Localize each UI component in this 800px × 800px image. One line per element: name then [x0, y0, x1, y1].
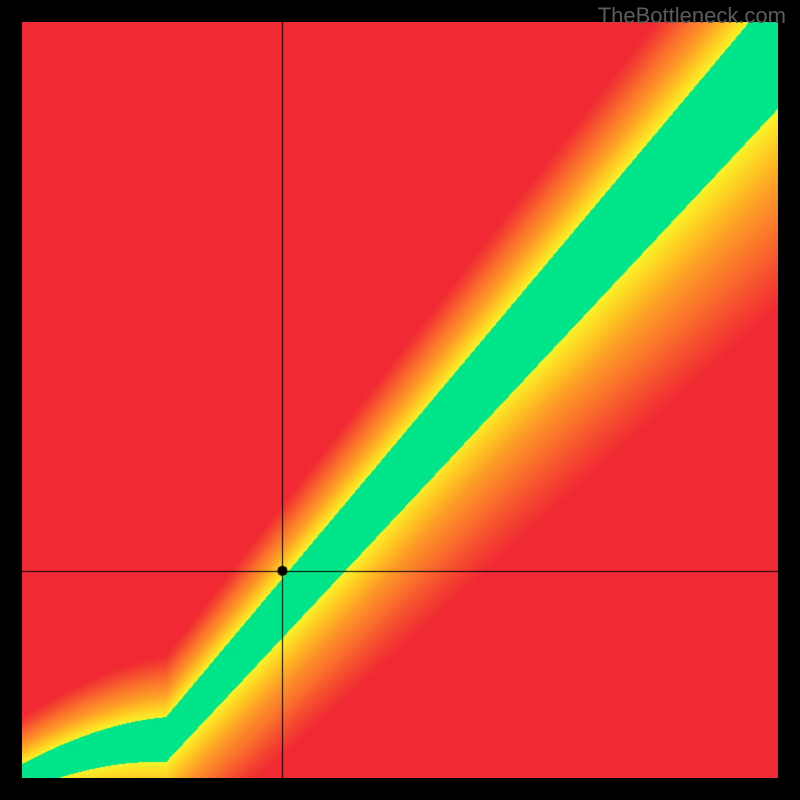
chart-inner [22, 22, 778, 778]
heatmap-canvas [22, 22, 778, 778]
chart-outer-frame: TheBottleneck.com [0, 0, 800, 800]
watermark-text: TheBottleneck.com [598, 3, 786, 29]
